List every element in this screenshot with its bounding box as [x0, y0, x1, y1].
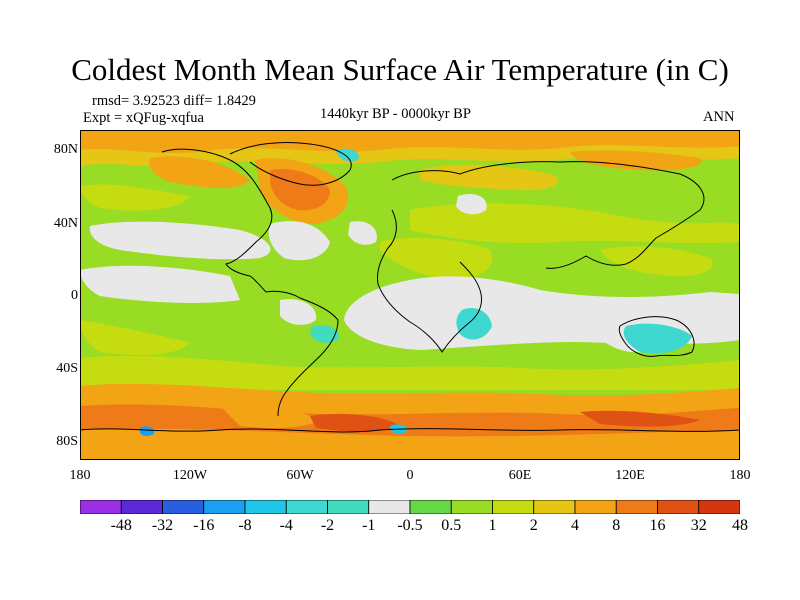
colorbar-swatch [327, 500, 370, 514]
lat-label: 40N [53, 216, 78, 231]
mid-latitude-yellow [80, 184, 740, 280]
map-title: Coldest Month Mean Surface Air Temperatu… [71, 52, 729, 87]
colorbar-swatch [698, 500, 740, 514]
lon-label: 180 [69, 468, 91, 483]
lat-label: 40S [56, 361, 78, 376]
colorbar-swatch [120, 500, 163, 514]
colorbar-label: -8 [238, 517, 252, 534]
colorbar-swatch [244, 500, 287, 514]
map-frame [80, 130, 740, 460]
lon-label: 120W [172, 468, 208, 483]
arctic-warm-region [80, 130, 740, 224]
colorbar-label: -0.5 [397, 517, 423, 534]
colorbar-label: 16 [649, 517, 666, 534]
colorbar-label: -1 [362, 517, 376, 534]
colorbar-swatch [162, 500, 205, 514]
colorbar-label: -4 [279, 517, 293, 534]
colorbar-label: 4 [571, 517, 579, 534]
lon-label: 180 [729, 468, 751, 483]
lon-label: 0 [406, 468, 414, 483]
season-text: ANN [703, 109, 735, 125]
experiment-text: Expt = xQFug-xqfua [83, 110, 204, 126]
colorbar-swatch [574, 500, 617, 514]
stats-text: rmsd= 3.92523 diff= 1.8429 [92, 93, 256, 109]
colorbar-swatch [203, 500, 246, 514]
colorbar-swatch [657, 500, 700, 514]
colorbar-swatch [409, 500, 452, 514]
colorbar-label: -2 [320, 517, 335, 534]
colorbar-swatch [368, 500, 411, 514]
colorbar-swatch [285, 500, 328, 514]
colorbar-swatch [492, 500, 535, 514]
colorbar-swatch [533, 500, 576, 514]
southern-ocean-warm [80, 320, 740, 460]
lon-label: 60E [508, 468, 532, 483]
colorbar-swatch [615, 500, 658, 514]
colorbar-label: 48 [732, 517, 748, 534]
lat-label: 80S [56, 434, 78, 449]
lon-label: 60W [286, 468, 314, 483]
colorbar-label: -32 [151, 517, 174, 534]
cool-regions [139, 148, 692, 436]
temperature-map [80, 130, 740, 460]
colorbar-swatch [80, 500, 122, 514]
colorbar [80, 500, 740, 514]
lon-label: 120E [615, 468, 645, 483]
colorbar-label: -16 [193, 517, 215, 534]
colorbar-label: 8 [612, 517, 621, 534]
colorbar-label: 0.5 [441, 517, 462, 534]
colorbar-swatch [450, 500, 493, 514]
colorbar-label: 32 [690, 517, 707, 534]
coastlines [80, 142, 740, 433]
lat-label: 80N [53, 142, 78, 157]
period-text: 1440kyr BP - 0000kyr BP [320, 106, 471, 122]
colorbar-label: 2 [529, 517, 538, 534]
lat-label: 0 [71, 288, 78, 303]
colorbar-label: 1 [488, 517, 497, 534]
colorbar-label: -48 [110, 517, 132, 534]
